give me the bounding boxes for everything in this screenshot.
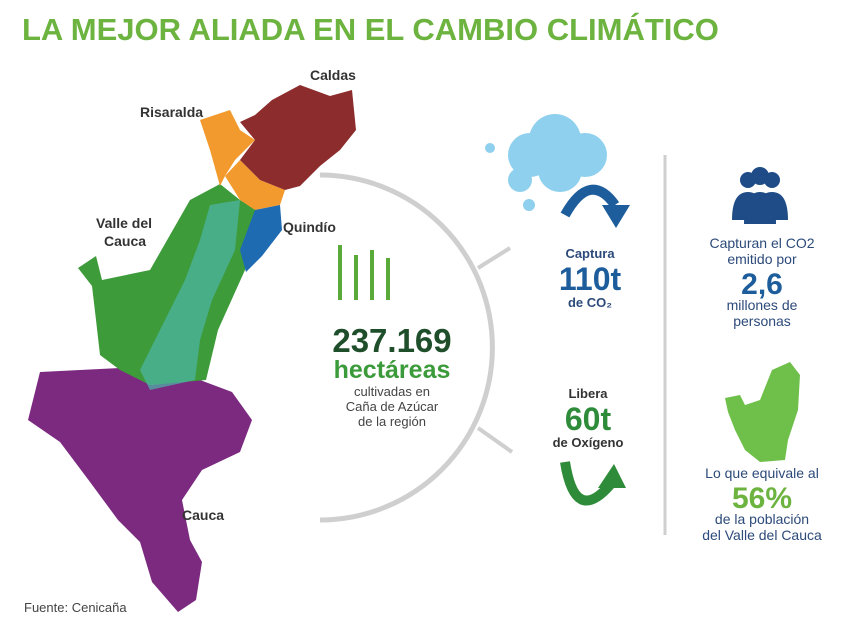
shape: [485, 143, 495, 153]
release-unit: de Oxígeno: [553, 435, 624, 450]
region-caldas: [240, 85, 356, 190]
population-value: 56%: [732, 482, 792, 515]
shape: [744, 192, 776, 224]
cane-icon: [338, 245, 390, 300]
cane-zone: [140, 200, 240, 390]
hectares-unit: hectáreas: [334, 356, 451, 384]
shape: [538, 148, 582, 192]
people-text: emitido por: [727, 251, 797, 267]
shape: [751, 167, 769, 185]
people-text: personas: [733, 313, 791, 329]
region-label: Quindío: [283, 219, 336, 235]
arc: [319, 172, 495, 523]
region-quindio: [240, 205, 282, 272]
region-risaralda-south: [225, 160, 285, 210]
map: Caldas Risaralda Valle del Cauca Quindío…: [28, 67, 356, 612]
capture-arrowhead: [602, 205, 630, 228]
people-text: millones de: [727, 297, 798, 313]
title: LA MEJOR ALIADA EN EL CAMBIO CLIMÁTICO: [22, 12, 719, 47]
people-text: Capturan el CO2: [709, 235, 814, 251]
valle-icon: [725, 362, 800, 462]
region-label: Cauca: [182, 507, 224, 523]
connector: [476, 246, 512, 270]
region-cauca: [28, 368, 252, 612]
release-label: Libera: [568, 386, 608, 401]
hectares-text: de la región: [358, 414, 426, 429]
region-label: Cauca: [104, 233, 146, 249]
people-value: 2,6: [741, 268, 783, 301]
region-label: Valle del: [96, 215, 152, 231]
capture-value: 110t: [559, 261, 622, 297]
region-risaralda: [200, 110, 255, 186]
cloud: [485, 114, 607, 211]
population-text: Lo que equivale al: [705, 465, 819, 481]
hectares-text: Caña de Azúcar: [346, 399, 439, 414]
shape: [523, 199, 535, 211]
release-value: 60t: [565, 401, 612, 437]
hectares-text: cultivadas en: [354, 384, 430, 399]
connector: [476, 426, 514, 454]
release-arrow: [560, 461, 614, 506]
people-icon: [732, 167, 788, 224]
population-text: de la población: [715, 511, 809, 527]
capture-label: Captura: [565, 246, 615, 261]
region-label: Caldas: [310, 67, 356, 83]
capture-arrow: [560, 184, 620, 218]
release-arrowhead: [598, 464, 626, 488]
population-text: del Valle del Cauca: [702, 527, 822, 543]
source: Fuente: Cenicaña: [24, 600, 127, 615]
region-label: Risaralda: [140, 104, 203, 120]
shape: [508, 168, 532, 192]
capture-unit: de CO₂: [568, 295, 612, 310]
hectares-number: 237.169: [332, 322, 451, 359]
